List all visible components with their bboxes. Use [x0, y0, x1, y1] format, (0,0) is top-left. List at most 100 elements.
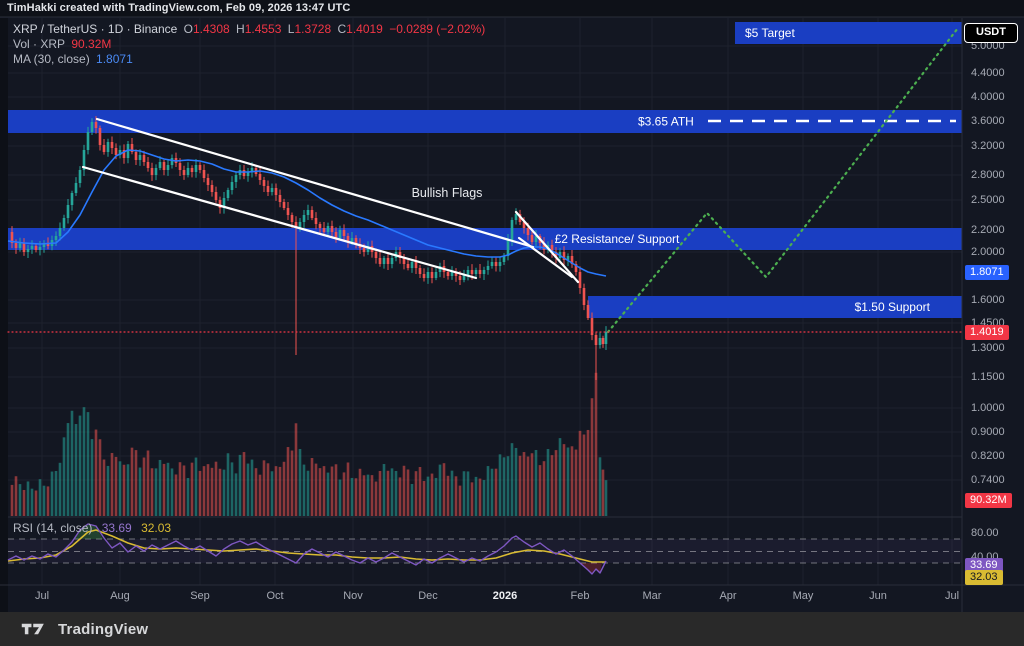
tradingview-logo-icon[interactable]	[20, 619, 50, 639]
time-tick-label: Sep	[190, 590, 210, 602]
candle-body	[74, 183, 78, 193]
candle-body	[330, 226, 334, 232]
candle-body	[222, 198, 226, 208]
volume-bar	[234, 473, 238, 516]
volume-bar	[86, 412, 90, 516]
candle-body	[150, 168, 154, 175]
time-tick-label: 2026	[492, 590, 518, 602]
candle-body	[102, 145, 106, 152]
tradingview-brand[interactable]: TradingView	[58, 620, 149, 638]
candle-body	[270, 188, 274, 192]
candle-body	[494, 262, 498, 266]
volume-bar	[474, 476, 478, 516]
volume-bar	[70, 410, 74, 516]
volume-bar	[378, 470, 382, 516]
volume-bar	[538, 465, 542, 516]
volume-bar	[106, 465, 110, 516]
volume-bar	[326, 472, 330, 516]
volume-bar	[170, 468, 174, 516]
candle-body	[82, 150, 86, 170]
volume-bar	[138, 467, 142, 516]
symbol-title[interactable]: XRP / TetherUS · 1D · Binance	[13, 22, 178, 36]
volume-bar	[318, 468, 322, 516]
volume-bar	[442, 463, 446, 516]
candle-body	[274, 188, 278, 195]
candle-body	[390, 258, 394, 264]
candle-body	[318, 224, 322, 228]
chart-legend: XRP / TetherUS · 1D · Binance O1.4308 H1…	[13, 22, 488, 67]
time-tick-label: Jul	[34, 590, 50, 602]
price-tick-label: 4.0000	[971, 91, 1005, 103]
candle-body	[478, 270, 482, 274]
candle-body	[398, 252, 402, 258]
volume-bar	[250, 459, 254, 516]
volume-bar	[550, 455, 554, 516]
volume-bar	[270, 471, 274, 516]
candle-body	[306, 210, 310, 215]
volume-bar	[266, 463, 270, 516]
candle-body	[530, 235, 534, 242]
candle-body	[78, 170, 82, 183]
price-tick-label: 1.3000	[971, 342, 1005, 354]
volume-bar	[514, 447, 518, 516]
candle-body	[170, 158, 174, 165]
rsi-oversold-fill	[580, 563, 602, 574]
candle-body	[42, 243, 46, 247]
volume-bar	[74, 424, 78, 516]
candle-body	[406, 264, 410, 268]
volume-bar	[478, 478, 482, 516]
time-axis[interactable]: Jul Aug Sep Oct Nov Dec 2026 Feb Mar Apr May Jun Jul	[0, 585, 962, 612]
volume-bar	[366, 474, 370, 516]
candle-body	[230, 182, 234, 190]
volume-bar	[498, 454, 502, 516]
candle-body	[506, 240, 510, 256]
volume-bar	[294, 423, 298, 516]
volume-bar	[338, 479, 342, 516]
candle-body	[502, 256, 506, 262]
volume-bar	[94, 429, 98, 516]
volume-bar	[402, 465, 406, 516]
volume-bar	[398, 477, 402, 516]
candle-body	[454, 272, 458, 276]
currency-toggle-button[interactable]: USDT	[964, 23, 1018, 43]
volume-bar	[562, 444, 566, 516]
volume-bar	[438, 464, 442, 516]
candle-body	[310, 210, 314, 218]
candle-body	[54, 236, 58, 240]
volume-bar	[238, 454, 242, 516]
time-tick-label: Dec	[418, 590, 438, 602]
volume-bar	[502, 457, 506, 516]
candle-body	[178, 163, 182, 170]
volume-bar	[418, 467, 422, 516]
volume-bar	[126, 464, 130, 516]
candle-body	[466, 270, 470, 275]
open-value: 1.4308	[192, 22, 230, 36]
volume-bar	[530, 453, 534, 516]
time-tick-label: Nov	[343, 590, 363, 602]
price-axis[interactable]: 5.0000 4.4000 4.0000 3.6000 3.2000 2.8000 2.50…	[962, 18, 1024, 612]
candle-body	[366, 246, 370, 252]
candle-body	[534, 236, 538, 242]
volume-bar	[222, 469, 226, 516]
candle-body	[194, 165, 198, 172]
volume-bar	[358, 468, 362, 516]
volume-bar	[46, 486, 50, 516]
candle-body	[298, 222, 302, 228]
volume-bar	[34, 490, 38, 516]
time-tick-label: Aug	[110, 590, 130, 602]
candle-body	[302, 215, 306, 222]
price-tick-label: 1.1500	[971, 371, 1005, 383]
candle-body	[26, 249, 30, 252]
volume-bar	[206, 464, 210, 516]
candle-body	[146, 162, 150, 168]
volume-bar	[314, 463, 318, 516]
volume-bar	[194, 457, 198, 516]
trendline	[517, 236, 574, 279]
candle-body	[18, 243, 22, 248]
volume-bar	[254, 468, 258, 516]
volume-bar	[486, 466, 490, 516]
volume-bar	[558, 438, 562, 516]
volume-bar	[374, 481, 378, 516]
